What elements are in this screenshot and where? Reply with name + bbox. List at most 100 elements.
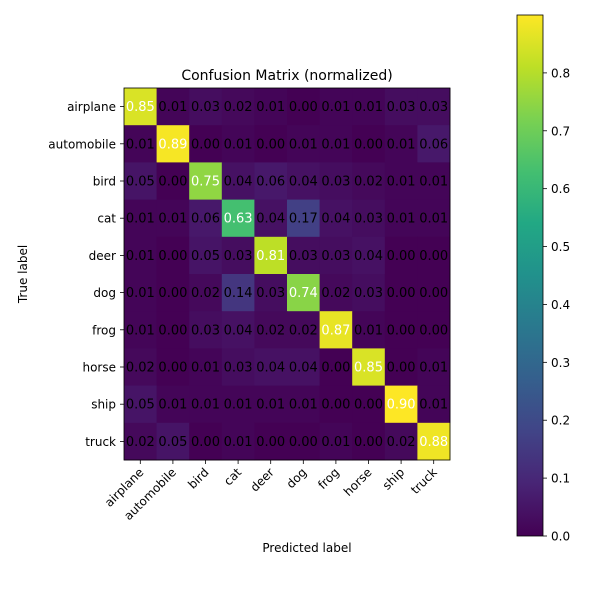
x-tick-label: deer (248, 465, 277, 494)
heatmap-cell (124, 125, 157, 163)
cell-value-label: 0.02 (289, 323, 318, 338)
heatmap-cell (384, 311, 418, 349)
cell-value-label: 0.01 (419, 398, 448, 413)
heatmap-cell (254, 422, 288, 461)
heatmap-cell (384, 422, 418, 461)
colorbar-tick-label: 0.1 (551, 472, 570, 486)
cell-value-label: 0.01 (158, 100, 187, 115)
cell-value-label: 0.03 (321, 249, 350, 264)
cell-value-label: 0.02 (126, 435, 155, 450)
cell-value-label: 0.01 (354, 323, 383, 338)
heatmap-cell (254, 199, 288, 238)
heatmap-cell (352, 236, 386, 275)
cell-value-label: 0.03 (387, 100, 416, 115)
cell-value-label: 0.01 (387, 212, 416, 227)
cell-value-label: 0.02 (256, 323, 285, 338)
cell-value-label: 0.14 (224, 286, 253, 301)
heatmap-cell (156, 385, 190, 424)
cell-value-label: 0.00 (387, 286, 416, 301)
heatmap-cell (221, 236, 255, 275)
cell-value-label: 0.01 (158, 212, 187, 227)
cell-value-label: 0.01 (256, 398, 285, 413)
heatmap-cell (319, 385, 353, 424)
colorbar-tick-label: 0.3 (551, 356, 570, 370)
x-tick-label: horse (341, 465, 375, 499)
heatmap-cell (384, 385, 418, 424)
cell-value-label: 0.01 (419, 361, 448, 376)
heatmap-cell (221, 199, 255, 238)
cell-value-label: 0.03 (354, 286, 383, 301)
heatmap-cell (384, 274, 418, 312)
cell-value-label: 0.03 (419, 100, 448, 115)
cell-value-label: 0.01 (126, 137, 155, 152)
cell-value-label: 0.00 (158, 361, 187, 376)
heatmap-cell (189, 348, 223, 386)
cell-value-label: 0.00 (256, 435, 285, 450)
cell-value-label: 0.00 (321, 398, 350, 413)
cell-value-label: 0.01 (224, 398, 253, 413)
heatmap-cell (254, 88, 288, 126)
x-tick-label: dog (284, 465, 310, 491)
heatmap-cell (156, 422, 190, 461)
colorbar (516, 14, 544, 537)
cell-value-label: 0.00 (158, 175, 187, 190)
cell-value-label: 0.00 (387, 323, 416, 338)
cell-value-label: 0.01 (224, 137, 253, 152)
cell-value-label: 0.03 (321, 175, 350, 190)
cell-value-label: 0.04 (289, 175, 318, 190)
colorbar-tick-label: 0.7 (551, 124, 570, 138)
heatmap-cell (156, 348, 190, 386)
x-tick-label: truck (408, 465, 440, 497)
heatmap-cell (287, 385, 320, 424)
y-tick-label: airplane (67, 100, 116, 114)
heatmap-cell (124, 348, 157, 386)
heatmap-cell (352, 422, 386, 461)
cell-value-label: 0.01 (224, 435, 253, 450)
cell-value-label: 0.01 (321, 137, 350, 152)
heatmap-cell (384, 88, 418, 126)
heatmap-cell (417, 162, 451, 200)
cell-value-label: 0.04 (256, 361, 285, 376)
cell-value-label: 0.00 (256, 137, 285, 152)
cell-value-labels: 0.85 0.01 0.03 0.02 0.01 0.00 0.01 0.01 0.03 0.03… (126, 100, 448, 450)
cell-value-label: 0.00 (321, 361, 350, 376)
cell-value-label: 0.03 (224, 361, 253, 376)
heatmap-cell (156, 236, 190, 275)
heatmap-cell (352, 162, 386, 200)
cell-value-label: 0.01 (158, 398, 187, 413)
x-tick-label: frog (315, 465, 342, 492)
heatmap-cell (417, 274, 451, 312)
cell-value-label: 0.01 (419, 175, 448, 190)
heatmap-cell (417, 311, 451, 349)
heatmap-cell (352, 348, 386, 386)
heatmap-cell (189, 422, 223, 461)
cell-value-label: 0.00 (387, 361, 416, 376)
cell-value-label: 0.00 (354, 398, 383, 413)
cell-value-label: 0.85 (126, 100, 155, 115)
heatmap-cell (189, 125, 223, 163)
cell-value-label: 0.06 (191, 212, 220, 227)
cell-value-label: 0.03 (191, 323, 220, 338)
cell-value-label: 0.01 (419, 212, 448, 227)
heatmap-cell (156, 88, 190, 126)
heatmap-cell (124, 422, 157, 461)
cell-value-label: 0.02 (387, 435, 416, 450)
heatmap-cell (124, 162, 157, 200)
heatmap-cell (384, 348, 418, 386)
heatmap-cell (319, 162, 353, 200)
cell-value-label: 0.01 (256, 100, 285, 115)
heatmap-cell (319, 236, 353, 275)
cell-value-label: 0.89 (158, 137, 187, 152)
x-tick-label: bird (185, 465, 211, 491)
heatmap-cell (221, 311, 255, 349)
heatmap-cell (287, 274, 320, 312)
y-tick-label: dog (93, 286, 116, 300)
cell-value-label: 0.90 (387, 398, 416, 413)
cell-value-label: 0.03 (191, 100, 220, 115)
heatmap-cell (319, 348, 353, 386)
heatmap-cell (156, 162, 190, 200)
heatmap-cell (384, 125, 418, 163)
cell-value-label: 0.05 (126, 398, 155, 413)
